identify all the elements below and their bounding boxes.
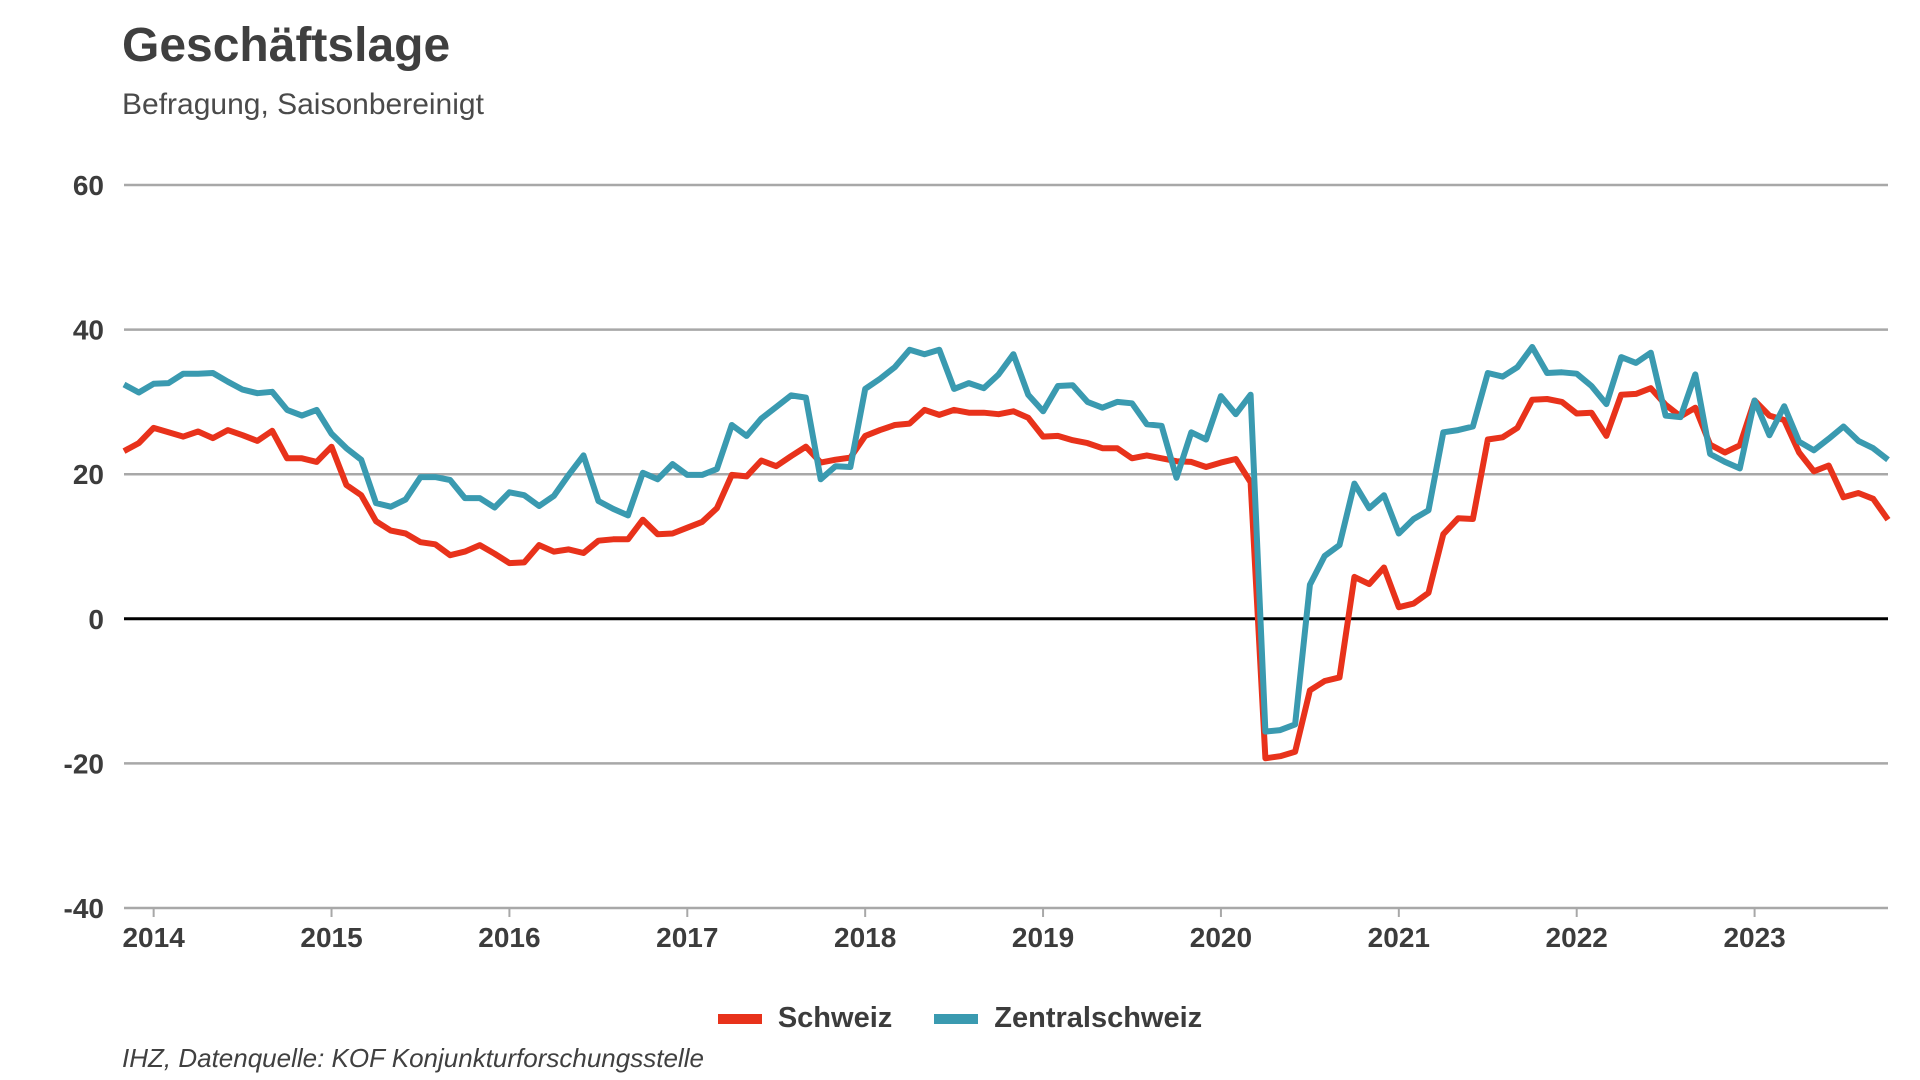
x-tick-label: 2023	[1723, 922, 1785, 953]
source-note: IHZ, Datenquelle: KOF Konjunkturforschun…	[122, 1043, 704, 1073]
y-axis-tick-labels: -40 -20 0 20 40 60	[64, 170, 104, 924]
y-tick-label: 60	[73, 170, 104, 201]
y-tick-label: 40	[73, 315, 104, 346]
legend-item-zentralschweiz: Zentralschweiz	[934, 1002, 1202, 1035]
x-tick-label: 2016	[478, 922, 540, 953]
x-tick-label: 2020	[1190, 922, 1252, 953]
y-tick-label: -40	[64, 893, 104, 924]
legend: Schweiz Zentralschweiz	[0, 1002, 1920, 1035]
legend-swatch-schweiz	[717, 1013, 762, 1024]
x-tick-label: 2021	[1368, 922, 1430, 953]
legend-label-zentralschweiz: Zentralschweiz	[994, 1002, 1203, 1034]
gridlines	[124, 183, 1888, 910]
chart-title: Geschäftslage	[122, 19, 451, 72]
legend-item-schweiz: Schweiz	[717, 1002, 893, 1035]
x-tick-label: 2014	[122, 922, 185, 953]
x-axis-tick-labels: 2014 2015 2016 2017 2018 2019 2020 2021 2022 2023	[122, 908, 1786, 953]
series-line-schweiz	[122, 385, 1891, 762]
x-tick-label: 2015	[300, 922, 362, 953]
series-lines	[122, 344, 1891, 762]
x-tick-label: 2017	[656, 922, 718, 953]
y-tick-label: 0	[88, 604, 104, 635]
series-line-zentralschweiz	[122, 344, 1890, 735]
x-tick-label: 2019	[1012, 922, 1074, 953]
x-tick-label: 2022	[1546, 922, 1608, 953]
x-tick-label: 2018	[834, 922, 896, 953]
y-tick-label: -20	[64, 748, 104, 779]
y-tick-label: 20	[73, 459, 104, 490]
legend-label-schweiz: Schweiz	[777, 1002, 893, 1034]
legend-swatch-zentralschweiz	[934, 1013, 979, 1024]
chart-subtitle: Befragung, Saisonbereinigt	[122, 88, 484, 121]
